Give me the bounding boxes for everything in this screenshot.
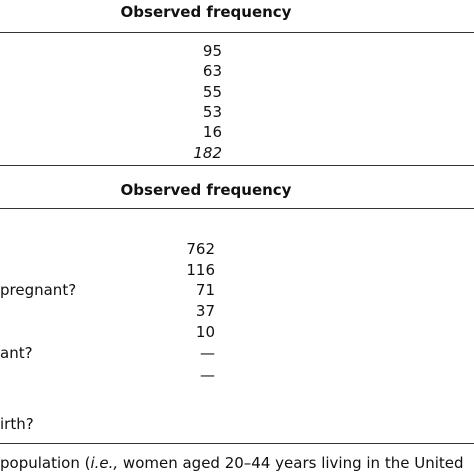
column-header: Observed frequency <box>120 3 292 21</box>
row-label: pregnant? <box>0 281 77 299</box>
cell-value: 95 <box>202 42 222 60</box>
footnote-text: women aged 20–44 years living in the Uni… <box>118 454 464 472</box>
rule <box>0 208 474 209</box>
cell-value: 116 <box>186 261 215 279</box>
cell-value: 10 <box>195 323 215 341</box>
cell-value: 53 <box>202 102 222 121</box>
cell-value: 182 <box>193 143 222 162</box>
row-label: irth? <box>0 415 34 433</box>
cell-value: 55 <box>202 82 222 101</box>
cell-value: 63 <box>202 62 222 81</box>
row-label: ant? <box>0 344 33 362</box>
cell-value: — <box>200 344 215 362</box>
rule <box>0 165 474 166</box>
cell-value: 16 <box>202 123 222 142</box>
cell-value: 37 <box>195 302 215 320</box>
column-header: Observed frequency <box>120 181 292 199</box>
footnote-text: population ( <box>0 454 91 472</box>
footnote-text: i.e., <box>90 454 119 472</box>
rule <box>0 443 474 444</box>
cell-value: 71 <box>195 281 215 299</box>
cell-value: 762 <box>186 240 215 258</box>
cell-value: — <box>200 366 215 384</box>
footnote: population (i.e., women aged 20–44 years… <box>0 453 464 473</box>
rule <box>0 32 474 33</box>
